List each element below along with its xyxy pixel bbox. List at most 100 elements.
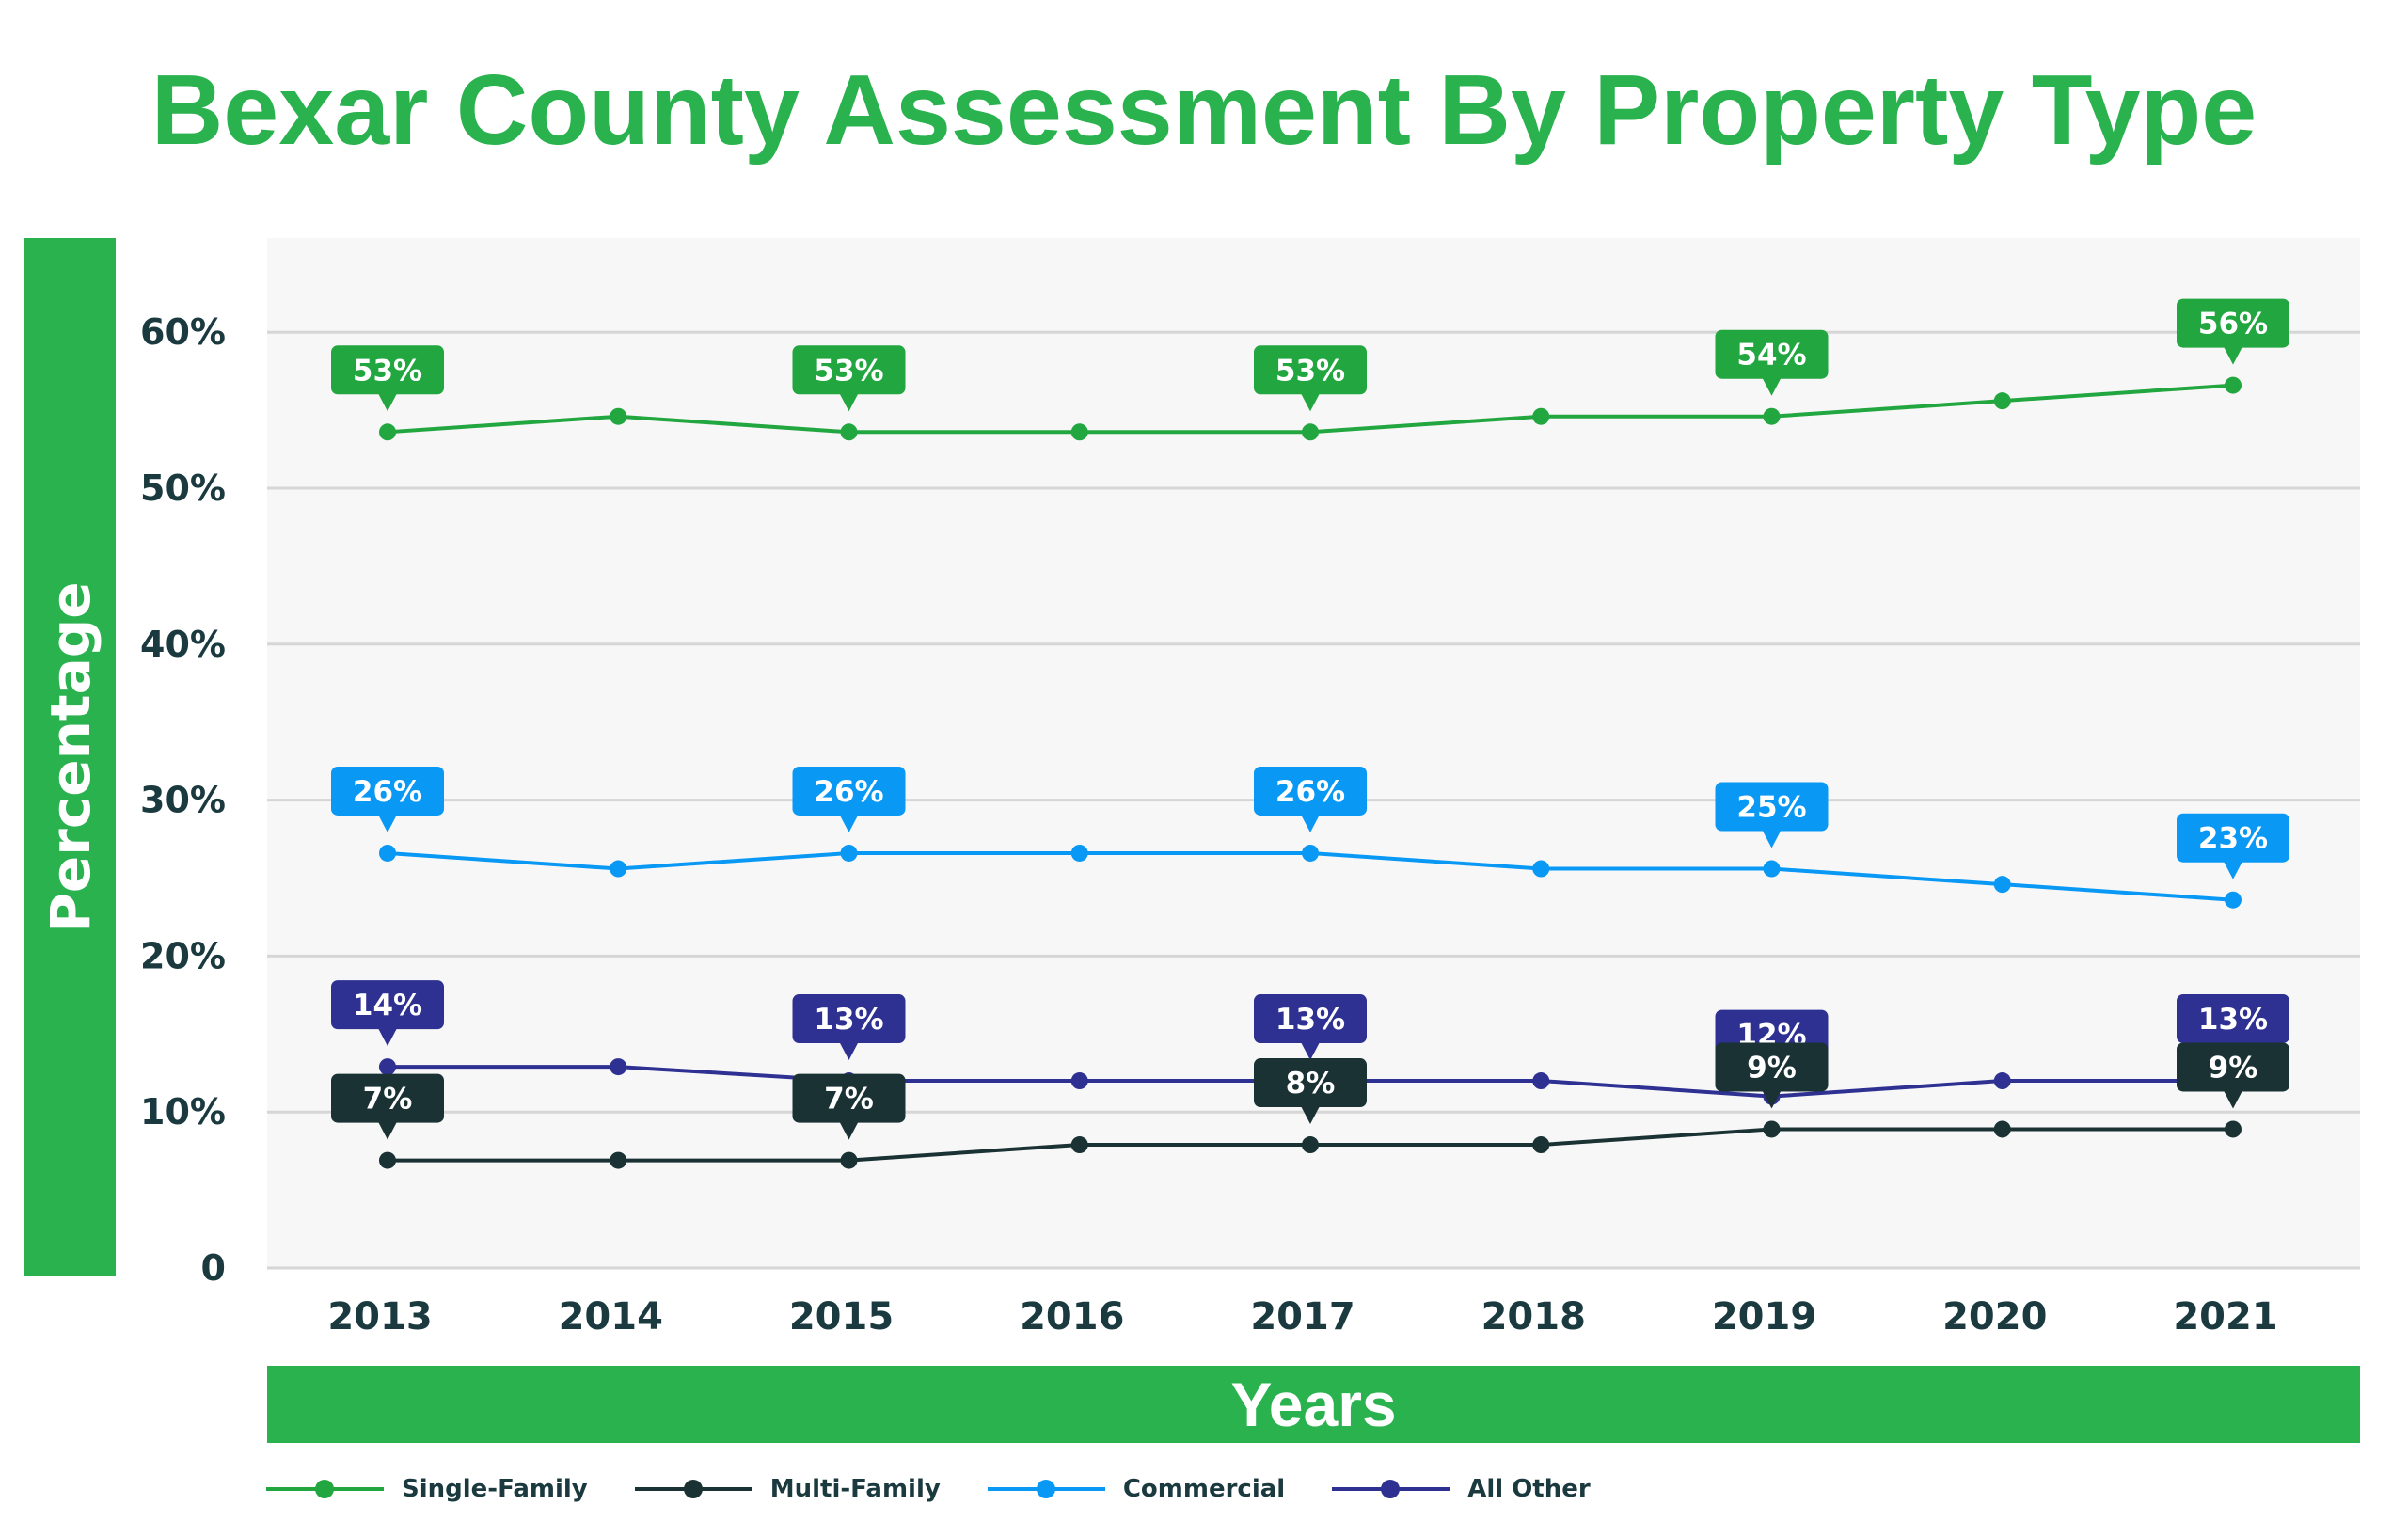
data-point: [379, 423, 396, 441]
legend-label: Single-Family: [402, 1475, 588, 1503]
data-label-pointer: [1762, 830, 1782, 848]
data-label: 53%: [814, 354, 883, 388]
data-label-box: [792, 345, 906, 395]
data-label-box: [1254, 766, 1367, 816]
data-point: [1302, 844, 1319, 862]
data-label-pointer: [1301, 1106, 1320, 1125]
data-point: [840, 844, 858, 862]
data-label-box: [792, 766, 906, 816]
data-label-box: [331, 345, 444, 395]
data-label-box: [331, 766, 444, 816]
legend-label: Multi-Family: [769, 1475, 941, 1503]
x-tick-label: 2020: [1942, 1295, 2047, 1339]
data-point: [840, 423, 858, 441]
data-label: 13%: [1275, 1003, 1345, 1037]
data-label: 7%: [824, 1083, 874, 1117]
data-label-pointer: [378, 1121, 397, 1140]
data-point: [2225, 891, 2242, 909]
data-label-box: [1254, 1058, 1367, 1108]
data-label-tag: 9%: [2177, 1042, 2289, 1109]
data-label-pointer: [1301, 814, 1320, 832]
legend-marker-icon: [987, 1480, 1105, 1498]
data-label-pointer: [1762, 1090, 1782, 1109]
legend-item-single-family[interactable]: Single-Family: [266, 1475, 588, 1503]
x-axis-title-bar: Years: [267, 1366, 2360, 1443]
data-point: [1993, 1120, 2011, 1138]
data-label-tag: 8%: [1254, 1058, 1367, 1125]
y-tick-label: 20%: [140, 935, 226, 976]
legend-item-multi-family[interactable]: Multi-Family: [634, 1475, 941, 1503]
data-label-box: [2177, 813, 2289, 863]
data-point: [610, 1151, 627, 1169]
data-label-box: [331, 980, 444, 1030]
x-tick-label: 2015: [789, 1295, 894, 1339]
data-point: [1532, 860, 1550, 878]
y-tick-label: 40%: [140, 624, 226, 665]
data-point: [610, 1058, 627, 1076]
legend-marker-icon: [634, 1480, 752, 1498]
legend-item-all-other[interactable]: All Other: [1332, 1475, 1591, 1503]
legend-marker-icon: [1332, 1480, 1450, 1498]
data-point: [840, 1151, 858, 1169]
data-label-tag: 26%: [1254, 766, 1367, 832]
data-label-tag: 54%: [1715, 329, 1829, 396]
data-point: [610, 860, 627, 878]
chart-title: Bexar County Assessment By Property Type: [150, 55, 2258, 166]
data-label-pointer: [378, 1028, 397, 1047]
data-label-tag: 56%: [2177, 298, 2289, 365]
x-tick-label: 2017: [1250, 1295, 1354, 1339]
data-label-box: [1715, 782, 1829, 832]
legend-marker-icon: [266, 1480, 384, 1498]
data-point: [1532, 1136, 1550, 1154]
y-tick-label: 30%: [140, 780, 226, 821]
y-tick-label: 10%: [140, 1091, 226, 1133]
data-point: [1763, 1120, 1781, 1138]
data-label-tag: 9%: [1715, 1042, 1829, 1109]
data-point: [1302, 1136, 1319, 1154]
data-label: 14%: [353, 989, 422, 1022]
data-label-box: [1715, 329, 1829, 379]
y-tick-label: 0: [201, 1247, 226, 1289]
data-label: 9%: [1747, 1051, 1797, 1085]
data-point: [1302, 423, 1319, 441]
data-label-pointer: [839, 1042, 859, 1061]
data-label: 8%: [1286, 1067, 1336, 1101]
data-label: 26%: [814, 775, 883, 809]
data-label-tag: 14%: [331, 980, 444, 1047]
series-commercial: [379, 844, 2242, 909]
data-label-box: [1715, 1042, 1829, 1092]
data-point: [1993, 876, 2011, 894]
data-label-tag: 13%: [792, 994, 906, 1061]
x-tick-label: 2016: [1020, 1295, 1124, 1339]
data-label: 25%: [1736, 791, 1806, 825]
data-label-tag: 25%: [1715, 782, 1829, 848]
legend-label: All Other: [1467, 1475, 1591, 1503]
data-point: [1763, 407, 1781, 425]
data-point: [1532, 1072, 1550, 1090]
data-label-pointer: [378, 393, 397, 412]
x-tick-label: 2019: [1712, 1295, 1816, 1339]
y-tick-label: 60%: [140, 311, 226, 353]
data-point: [2225, 1120, 2242, 1138]
data-label-pointer: [839, 814, 859, 832]
data-label: 26%: [1275, 775, 1345, 809]
data-label-tag: 13%: [1254, 994, 1367, 1061]
data-label-box: [2177, 1042, 2289, 1092]
data-label-tag: 26%: [792, 766, 906, 832]
data-label-box: [1254, 994, 1367, 1044]
data-point: [1763, 860, 1781, 878]
legend-label: Commercial: [1122, 1475, 1286, 1503]
y-axis-title-bar: Percentage: [24, 238, 116, 1276]
x-tick-label: 2014: [559, 1295, 663, 1339]
data-label-pointer: [1301, 1042, 1320, 1061]
data-point: [610, 407, 627, 425]
legend-item-commercial[interactable]: Commercial: [987, 1475, 1286, 1503]
x-axis-title: Years: [1230, 1370, 1397, 1439]
data-label: 7%: [363, 1083, 413, 1117]
data-label-box: [792, 1073, 906, 1123]
data-label: 23%: [2198, 822, 2268, 856]
data-label: 9%: [2209, 1051, 2258, 1085]
data-label-pointer: [839, 1121, 859, 1140]
x-tick-label: 2021: [2173, 1295, 2277, 1339]
